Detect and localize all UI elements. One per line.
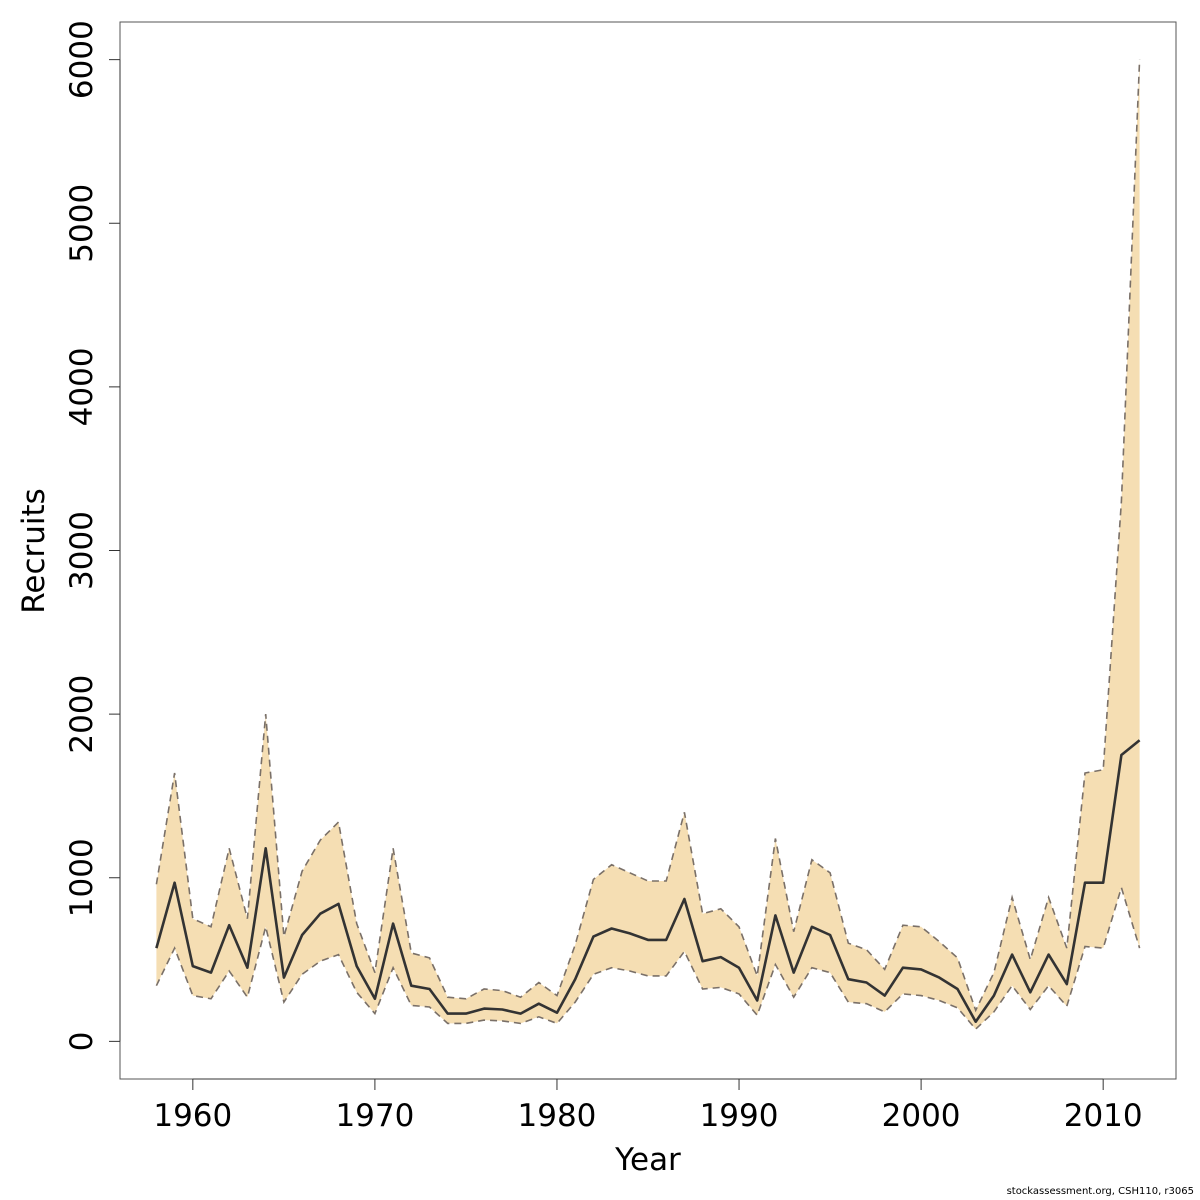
confidence-band — [156, 59, 1140, 1030]
y-tick-label: 6000 — [64, 20, 100, 99]
y-axis-title: Recruits — [16, 488, 52, 614]
x-tick-label: 2000 — [882, 1098, 961, 1134]
y-tick-label: 4000 — [64, 347, 100, 426]
x-tick-label: 1990 — [700, 1098, 779, 1134]
x-axis-title: Year — [614, 1142, 681, 1178]
x-tick-label: 1970 — [335, 1098, 414, 1134]
y-tick-label: 5000 — [64, 184, 100, 263]
y-tick-label: 0 — [64, 1031, 100, 1051]
upper-bound-line — [155, 59, 1141, 1013]
bound-lines-layer — [155, 59, 1141, 1031]
y-tick-label: 1000 — [64, 838, 100, 917]
y-tick-label: 3000 — [64, 511, 100, 590]
y-tick-label: 2000 — [64, 675, 100, 754]
y-axis: 0 1000 2000 3000 4000 5000 6000 — [64, 20, 121, 1051]
confidence-band-layer — [156, 59, 1140, 1030]
source-credit: stockassessment.org, CSH110, r3065 — [1006, 1186, 1194, 1197]
x-tick-label: 1960 — [153, 1098, 232, 1134]
estimate-line-layer — [155, 739, 1141, 1024]
x-tick-label: 1980 — [518, 1098, 597, 1134]
x-axis: 1960 1970 1980 1990 2000 2010 — [153, 1078, 1143, 1134]
x-tick-label: 2010 — [1064, 1098, 1143, 1134]
